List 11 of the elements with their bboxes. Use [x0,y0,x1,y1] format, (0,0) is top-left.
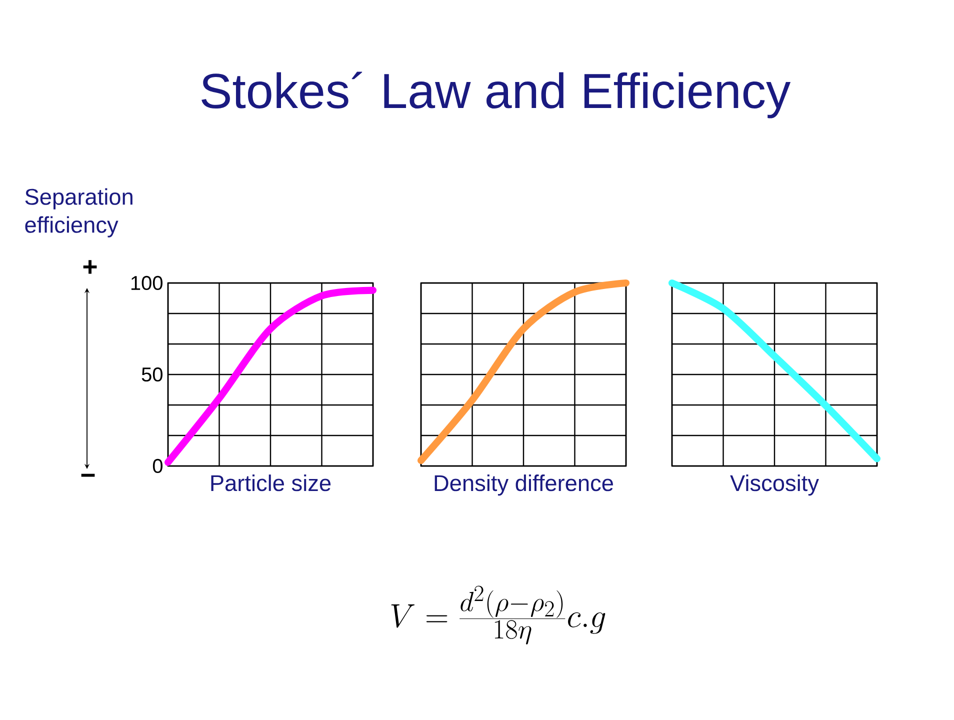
y-tick-label: 50 [142,367,162,382]
chart-title: Stokes´ Law and Efficiency [202,72,791,118]
y-tick-label: 0 [152,458,162,474]
x-axis-title: Viscosity [730,474,819,496]
x-axis-title: Density difference [434,474,613,496]
text: − [81,474,95,477]
y-axis-title: Separation efficiency [25,188,132,238]
x-axis-title: Particle size [211,474,331,492]
text: + [83,260,97,274]
text: $V = \frac{d^{2}(\rho - \rho_{2})}{18\eta}c.g$ [391,586,606,644]
y-tick-label: 100 [131,276,162,290]
